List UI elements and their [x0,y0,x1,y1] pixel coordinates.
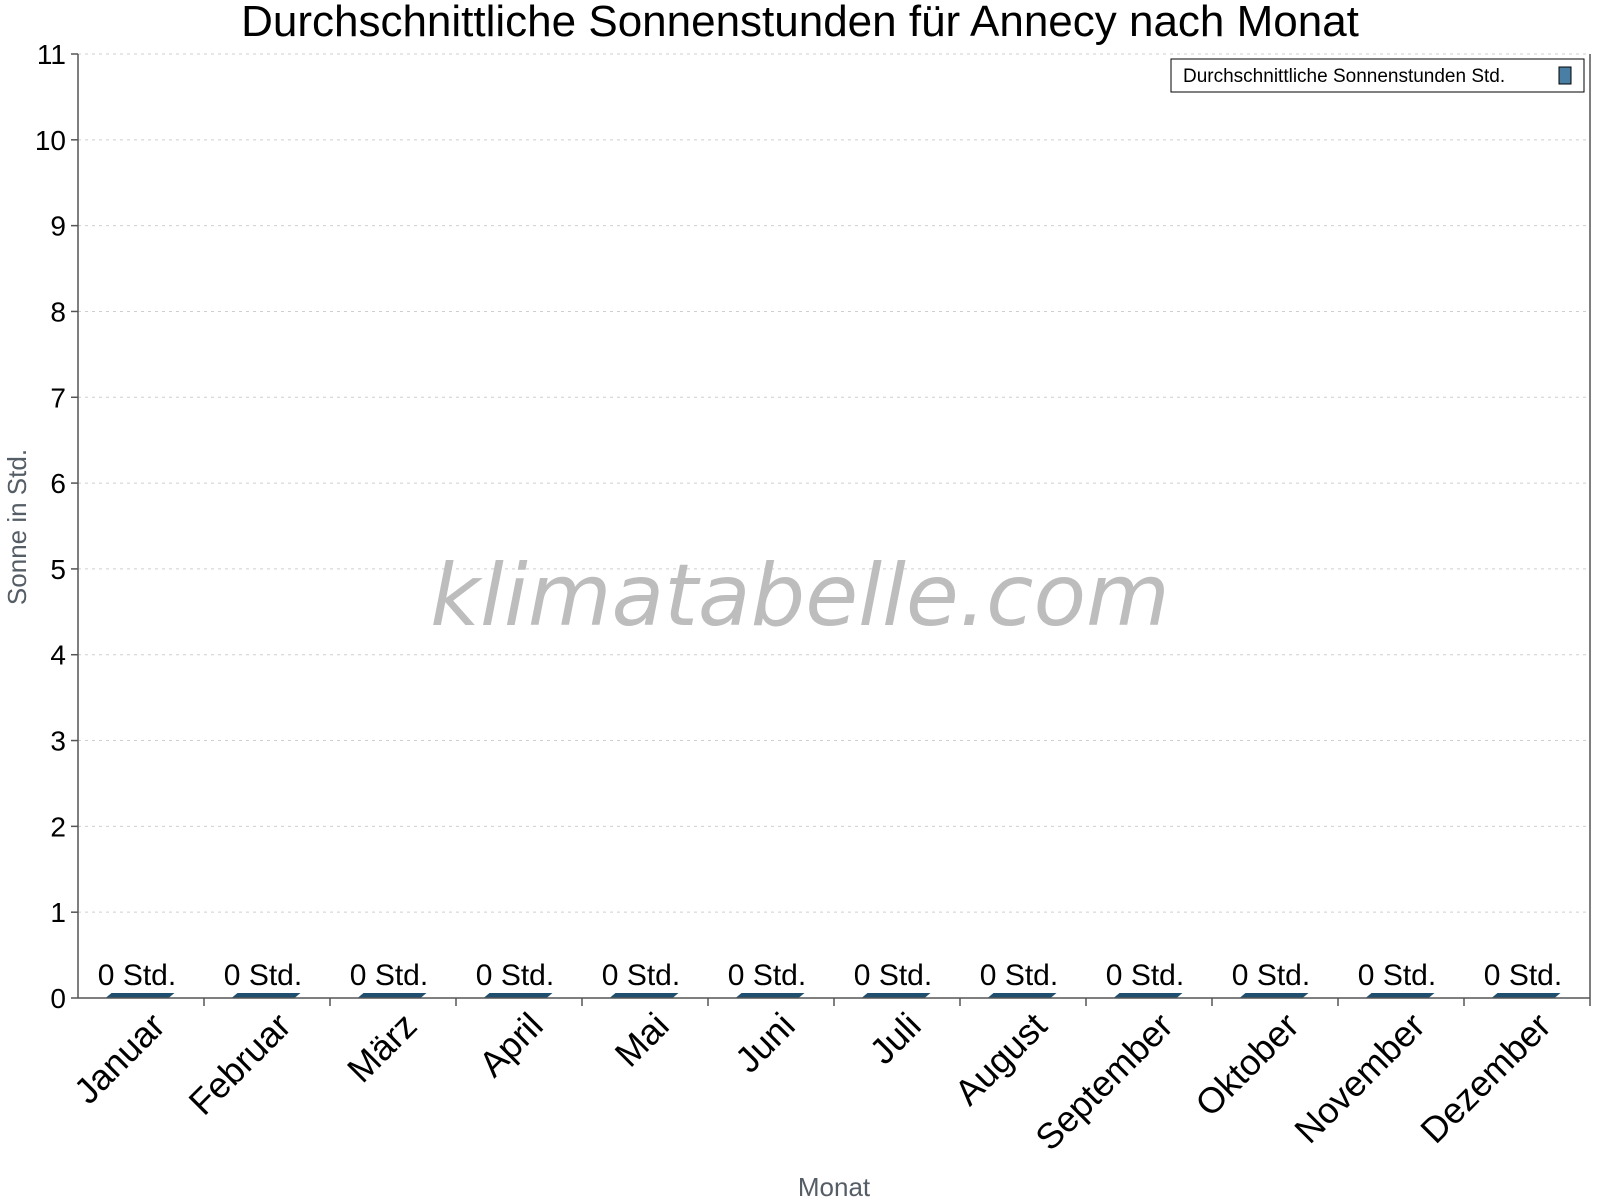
y-tick-label: 8 [50,296,66,327]
bar [861,993,931,998]
bar [231,993,301,998]
y-tick-label: 10 [35,125,66,156]
data-label: 0 Std. [854,959,932,992]
y-tick-label: 5 [50,554,66,585]
y-tick-label: 9 [50,211,66,242]
bar [987,993,1057,998]
x-tick-label: Juni [727,1005,803,1081]
bar [483,993,553,998]
data-labels: 0 Std. 0 Std. 0 Std. 0 Std. 0 Std. 0 Std. 0 St… [98,959,1562,992]
x-tick-labels: Januar Februar März April Mai Juni Juli AugustS… [66,1005,1559,1159]
x-axis-label: Monat [798,1172,871,1200]
x-tick-label: August [946,1005,1054,1113]
gridlines [78,53,1590,913]
data-label: 0 Std. [98,959,176,992]
x-tick-label: April [471,1005,551,1085]
x-tick-label: Februar [181,1005,299,1123]
x-tick-label: März [339,1005,425,1091]
y-tick-label: 7 [50,382,66,413]
legend-box [1170,58,1585,93]
bar [105,993,175,998]
bar [357,993,427,998]
legend-label: Durchschnittliche Sonnenstunden Std. [1183,66,1505,87]
y-tick-label: 6 [50,468,66,499]
data-label: 0 Std. [476,959,554,992]
watermark: klimatabelle.com [430,546,1170,646]
y-tick-label: 1 [50,897,66,928]
data-label: 0 Std. [1358,959,1436,992]
data-label: 0 Std. [224,959,302,992]
x-tick-label: Mai [607,1005,677,1075]
data-label: 0 Std. [1232,959,1310,992]
x-tick-label: Oktober [1187,1005,1307,1125]
legend-swatch [1558,66,1572,85]
data-label: 0 Std. [980,959,1058,992]
y-tick-labels: 0 1 2 3 4 5 6 7 8 9 10 11 [35,39,66,1014]
data-label: 0 Std. [728,959,806,992]
x-tick-label: November [1286,1005,1432,1151]
y-tick-label: 2 [50,811,66,842]
y-tick-label: 4 [50,640,66,671]
y-tick-label: 3 [50,726,66,757]
y-tick-label: 0 [50,983,66,1014]
chart-title: Durchschnittliche Sonnenstunden für Anne… [241,0,1359,46]
bar [1239,993,1309,998]
data-label: 0 Std. [1106,959,1184,992]
y-tick-label: 11 [37,39,66,70]
legend: Durchschnittliche Sonnenstunden Std. [1170,58,1585,93]
data-label: 0 Std. [350,959,428,992]
bar [1113,993,1183,998]
x-tick-label: Juli [861,1005,928,1072]
data-label: 0 Std. [1484,959,1562,992]
x-tick-label: Januar [66,1005,173,1112]
bar [735,993,805,998]
bar [1365,993,1435,998]
axes [71,53,1591,1006]
x-tick-label: September [1027,1005,1181,1159]
x-tick-label: Dezember [1412,1005,1558,1151]
bar [609,993,679,998]
data-label: 0 Std. [602,959,680,992]
bars [105,993,1561,998]
y-axis-label: Sonne in Std. [2,449,32,605]
bar [1491,993,1561,998]
